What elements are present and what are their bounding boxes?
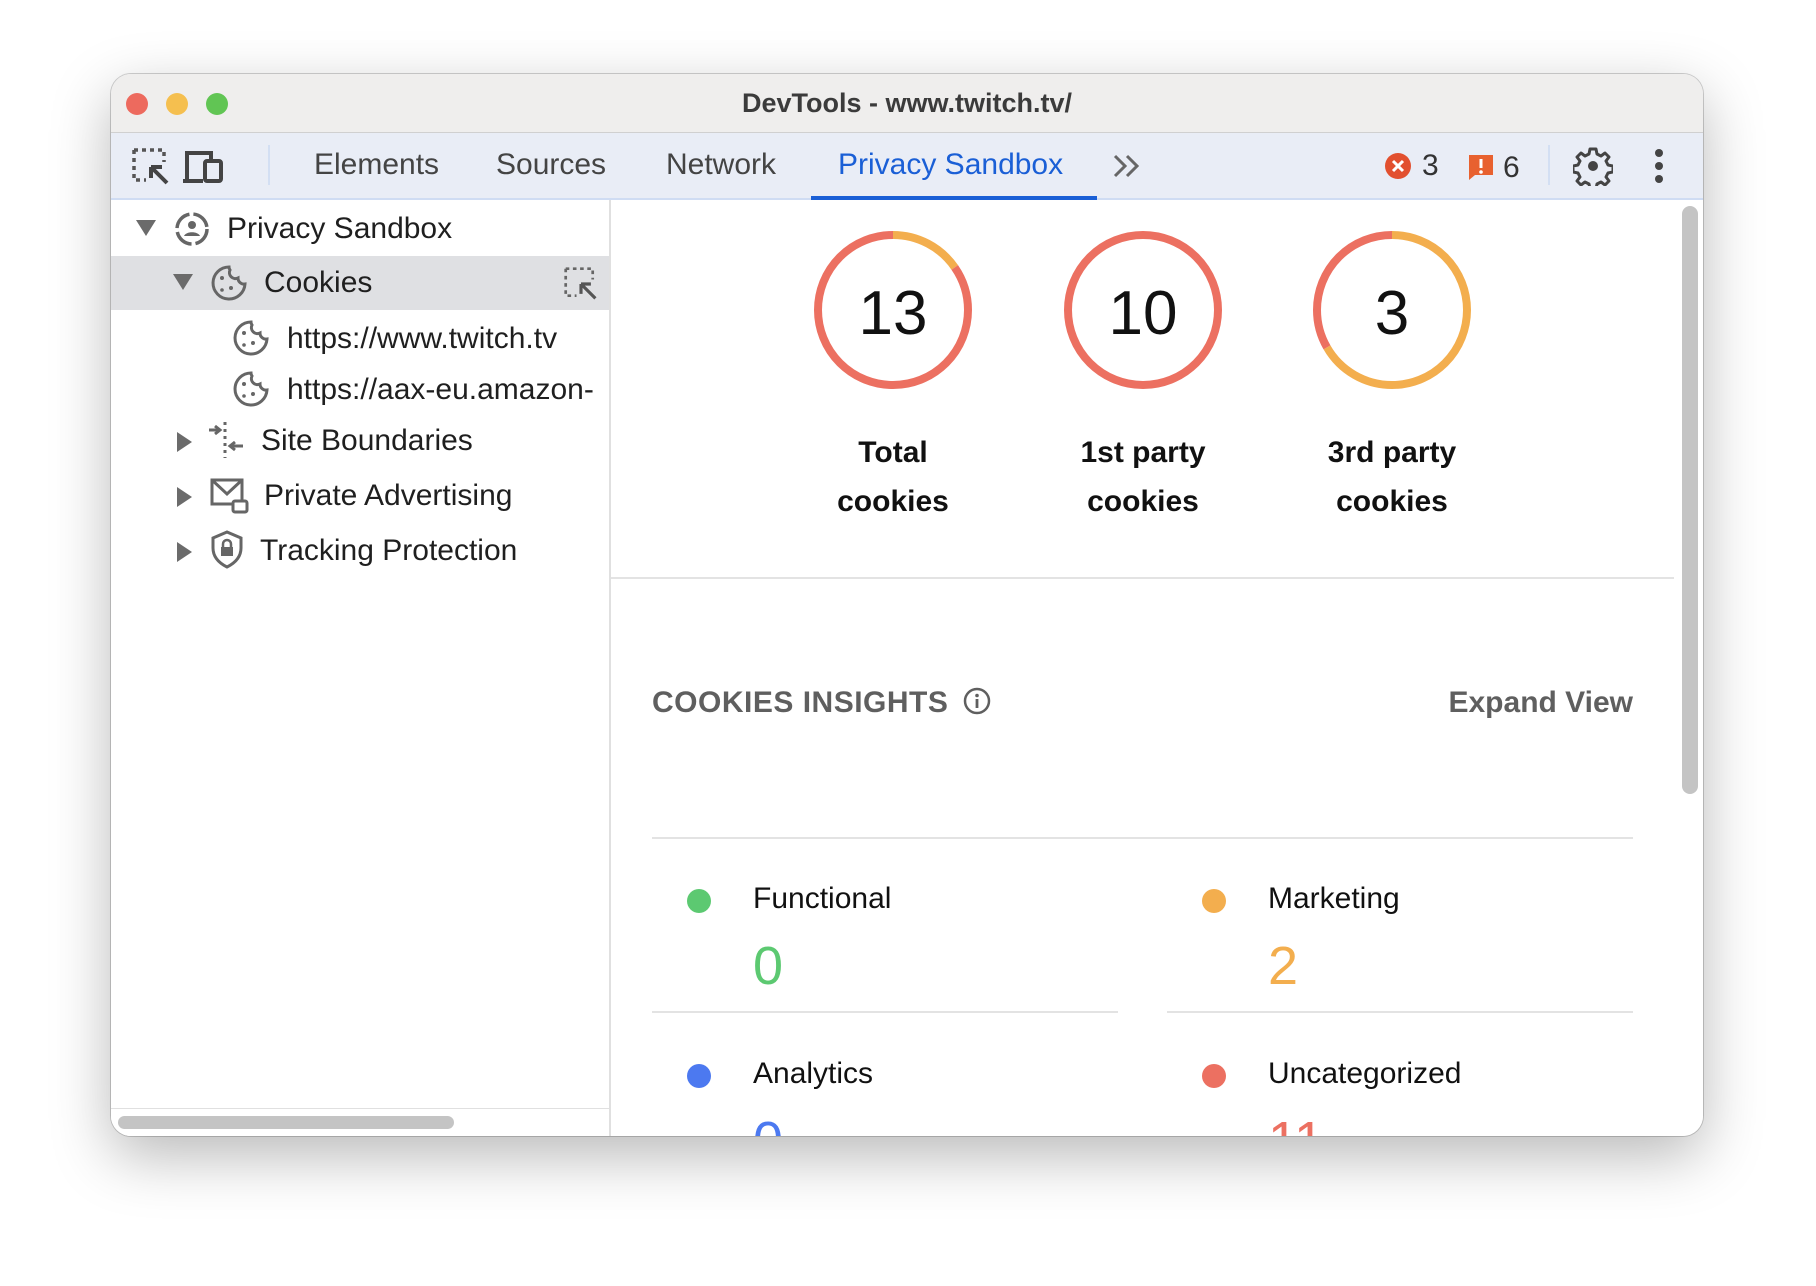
expand-arrow-icon[interactable] (177, 487, 192, 507)
tree-item-label: Tracking Protection (260, 534, 518, 567)
inspect-element-icon[interactable] (563, 266, 599, 302)
category-count: 2 (1268, 936, 1299, 996)
more-options-kebab-icon[interactable] (1653, 148, 1665, 184)
donut-label-line: cookies (837, 485, 949, 518)
donut-segment-uncategorized (814, 231, 972, 389)
category-name: Marketing (1268, 882, 1400, 915)
insights-divider (652, 837, 1633, 839)
tree-item-privacy-sandbox[interactable]: Privacy Sandbox (111, 202, 609, 254)
tab-sources[interactable]: Sources (496, 148, 607, 181)
category-name: Uncategorized (1268, 1057, 1462, 1090)
warning-count[interactable]: 6 (1503, 151, 1520, 184)
category-color-dot (1202, 1064, 1226, 1088)
donut-label-line: 3rd party (1327, 436, 1457, 469)
category-count: 0 (753, 1110, 783, 1136)
section-divider (611, 577, 1674, 579)
category-name: Functional (753, 882, 892, 915)
main-vertical-scrollbar[interactable] (1682, 206, 1698, 794)
info-icon[interactable] (963, 687, 991, 715)
category-count: 11 (1268, 1110, 1324, 1136)
private-advertising-icon (210, 478, 249, 514)
active-tab-indicator (811, 196, 1097, 200)
tree-item-label: Privacy Sandbox (227, 212, 453, 245)
tree-item-label: Private Advertising (264, 479, 513, 512)
donut-value: 10 (1108, 279, 1178, 348)
device-toolbar-icon[interactable] (181, 147, 225, 187)
scrollbar-thumb[interactable] (118, 1116, 454, 1129)
donut-chart: 13 (803, 220, 983, 400)
card-divider (1167, 1011, 1633, 1013)
tree-item-label: Cookies (264, 266, 373, 299)
expand-arrow-icon[interactable] (136, 220, 156, 236)
more-tabs-chevron-icon[interactable] (1111, 153, 1143, 179)
tab-network[interactable]: Network (666, 148, 777, 181)
site-boundaries-icon (209, 422, 243, 458)
category-color-dot (687, 889, 711, 913)
tab-privacy-sandbox[interactable]: Privacy Sandbox (838, 148, 1064, 181)
donut-chart: 10 (1053, 220, 1233, 400)
maximize-window-button[interactable] (206, 93, 228, 115)
warning-icon[interactable] (1467, 153, 1495, 181)
donut-label-line: 1st party (1080, 436, 1206, 469)
shield-lock-icon (211, 530, 243, 569)
toolbar-separator (1548, 145, 1550, 185)
donut-segment-uncategorized (1313, 231, 1471, 389)
title-bar: DevTools - www.twitch.tv/ (111, 74, 1703, 133)
donut-value: 13 (858, 279, 928, 348)
privacy-sandbox-icon (175, 212, 209, 246)
sidebar-tree: Privacy Sandbox Cookies https://www.twit… (111, 200, 611, 1136)
donut-label: Total cookies (773, 428, 1013, 526)
cookie-icon (233, 371, 269, 407)
donut-label-line: Total (858, 436, 928, 469)
inspect-element-icon[interactable] (131, 147, 171, 187)
donut-label: 3rd party cookies (1272, 428, 1512, 526)
cookie-icon (211, 265, 247, 301)
cookies-insights-title: COOKIES INSIGHTS (652, 686, 949, 719)
category-color-dot (1202, 889, 1226, 913)
expand-arrow-icon[interactable] (177, 432, 192, 452)
sidebar-horizontal-scrollbar[interactable] (111, 1108, 609, 1136)
devtools-window: DevTools - www.twitch.tv/ Elements Sourc… (111, 74, 1703, 1136)
expand-view-button[interactable]: Expand View (1448, 686, 1633, 719)
tab-elements[interactable]: Elements (314, 148, 440, 181)
donut-chart: 3 (1302, 220, 1482, 400)
cookie-icon (233, 320, 269, 356)
settings-gear-icon[interactable] (1573, 146, 1613, 186)
expand-arrow-icon[interactable] (173, 274, 193, 290)
donut-label-line: cookies (1087, 485, 1199, 518)
cookies-insights-heading: COOKIES INSIGHTS (652, 686, 991, 720)
close-window-button[interactable] (126, 93, 148, 115)
tree-item-site-boundaries[interactable]: Site Boundaries (111, 414, 609, 466)
main-toolbar: Elements Sources Network Privacy Sandbox… (111, 133, 1703, 200)
window-title: DevTools - www.twitch.tv/ (741, 88, 1073, 118)
expand-arrow-icon[interactable] (177, 542, 192, 562)
donut-value: 3 (1374, 279, 1410, 348)
tree-item-site-amazon[interactable]: https://aax-eu.amazon- (111, 363, 609, 415)
tree-item-label: https://www.twitch.tv (287, 322, 558, 355)
error-icon[interactable] (1384, 152, 1412, 180)
donut-label: 1st party cookies (1023, 428, 1263, 526)
tree-item-cookies[interactable]: Cookies (111, 256, 609, 310)
minimize-window-button[interactable] (166, 93, 188, 115)
tree-item-tracking-protection[interactable]: Tracking Protection (111, 524, 609, 576)
cookies-overview-panel: 13 Total cookies 10 1st party cookies 3 3rd par… (611, 200, 1703, 1136)
tree-item-private-advertising[interactable]: Private Advertising (111, 469, 609, 521)
donut-label-line: cookies (1336, 485, 1448, 518)
card-divider (652, 1011, 1118, 1013)
tree-item-site-twitch[interactable]: https://www.twitch.tv (111, 312, 609, 364)
category-name: Analytics (753, 1057, 874, 1090)
tree-item-label: Site Boundaries (261, 424, 473, 457)
category-color-dot (687, 1064, 711, 1088)
error-count[interactable]: 3 (1422, 149, 1439, 182)
toolbar-separator (268, 145, 270, 185)
tree-item-label: https://aax-eu.amazon- (287, 373, 594, 406)
category-count: 0 (753, 936, 784, 996)
donut-segment-uncategorized (1064, 231, 1222, 389)
